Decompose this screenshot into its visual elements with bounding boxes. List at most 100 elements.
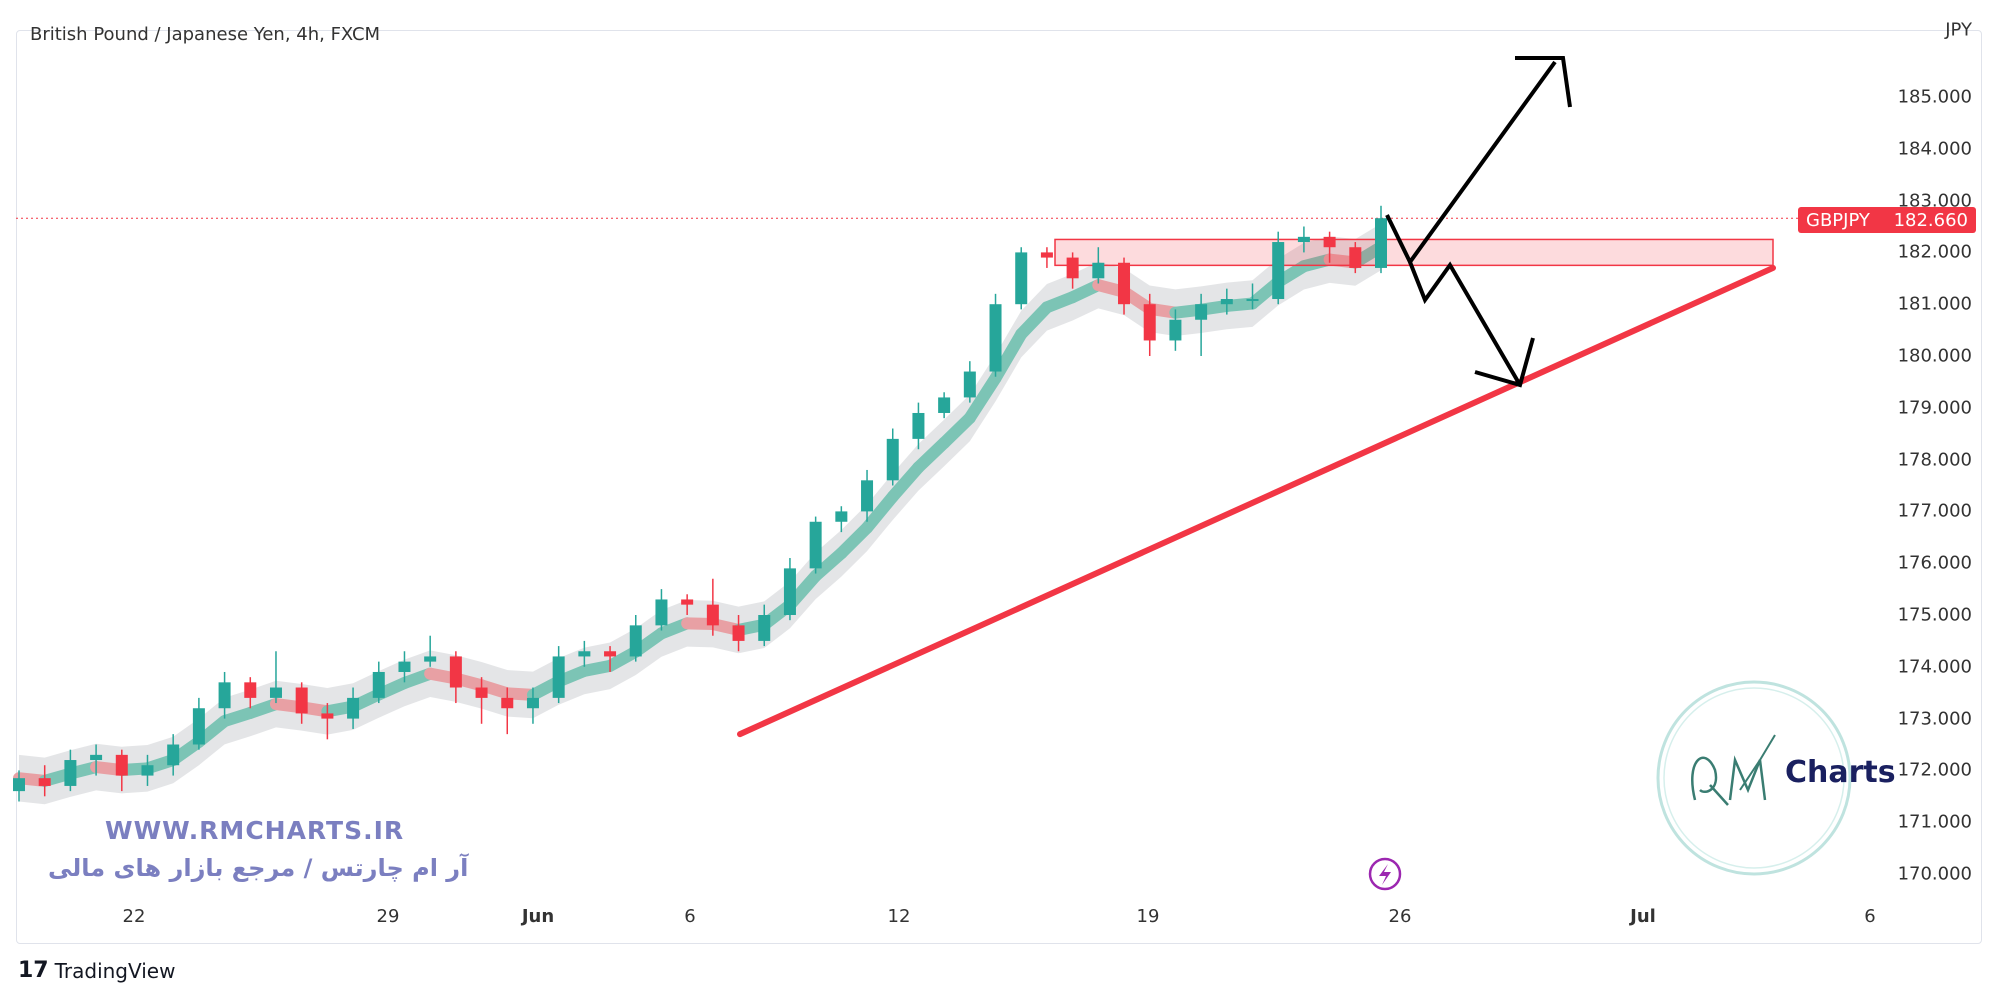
candle-body (1323, 236, 1336, 248)
candle-body (1143, 304, 1156, 341)
ma-segment (1015, 301, 1053, 341)
candle-body (1246, 299, 1259, 302)
ma-segment (861, 490, 899, 534)
candle-body (1066, 257, 1079, 279)
candle-body (835, 511, 848, 522)
candle-body (1349, 247, 1362, 268)
candle-body (372, 671, 385, 698)
candle-body (655, 599, 668, 626)
candle-body (90, 754, 103, 761)
x-tick-label: 12 (887, 906, 911, 927)
candle-body (989, 304, 1002, 372)
last-price-value: 182.660 (1893, 209, 1968, 231)
y-tick-label: 174.000 (1897, 656, 1972, 678)
logo-arrow (1739, 734, 1776, 791)
watermark-tagline: آر ام چارتس / مرجع بازار های مالی (48, 854, 469, 882)
logo-circle (1656, 680, 1852, 876)
x-tick-label: 29 (376, 906, 400, 927)
ma-segment (835, 521, 874, 560)
candle-body (1118, 262, 1131, 305)
y-tick-label: 175.000 (1897, 604, 1972, 626)
candle-body (321, 713, 334, 719)
candle-body (629, 625, 642, 657)
candle-body (1220, 299, 1233, 305)
candle-body (604, 651, 617, 657)
currency-label: JPY (1945, 19, 1972, 41)
arrow-up-scenario (1385, 60, 1557, 266)
candle-body (347, 697, 360, 719)
x-tick-label: 26 (1388, 906, 1412, 927)
candle-body (1375, 218, 1387, 268)
x-tick-label: 6 (684, 906, 696, 927)
logo-circle-inner (1663, 687, 1845, 869)
candle-body (1040, 252, 1053, 258)
candle-body (1272, 242, 1285, 300)
candle-body (1169, 319, 1182, 341)
x-tick-label: 22 (122, 906, 146, 927)
candle-body (552, 656, 565, 698)
candle-body (578, 651, 591, 657)
logo-rm-mark (1691, 755, 1767, 806)
candle-body (912, 412, 925, 439)
tradingview-logo-icon: 17 (18, 958, 49, 983)
y-tick-label: 181.000 (1897, 293, 1972, 315)
y-tick-label: 179.000 (1897, 397, 1972, 419)
symbol-label: GBPJPY (1806, 209, 1870, 231)
candle-body (706, 604, 719, 626)
candle-body (398, 661, 411, 672)
y-tick-label: 177.000 (1897, 500, 1972, 522)
candle-body (758, 615, 771, 641)
chart-title: British Pound / Japanese Yen, 4h, FXCM (30, 24, 381, 45)
candle-body (501, 697, 514, 709)
candle-body (115, 754, 128, 776)
arrow-down-head (1474, 337, 1535, 388)
candle-body (218, 682, 231, 709)
candle-body (141, 765, 154, 776)
y-tick-label: 183.000 (1897, 190, 1972, 212)
candle-body (475, 687, 488, 698)
candle-body (886, 438, 899, 481)
y-tick-label: 184.000 (1897, 138, 1972, 160)
candle-body (681, 599, 694, 605)
candle-body (1195, 304, 1208, 320)
candle-body (732, 625, 745, 641)
y-tick-label: 172.000 (1897, 759, 1972, 781)
watermark-url: WWW.RMCHARTS.IR (105, 816, 405, 845)
y-tick-label: 173.000 (1897, 708, 1972, 730)
y-tick-label: 182.000 (1897, 241, 1972, 263)
candle-body (192, 708, 205, 745)
candle-body (526, 697, 539, 709)
trendline (737, 264, 1776, 738)
y-tick-label: 176.000 (1897, 552, 1972, 574)
candle-body (244, 682, 257, 698)
ma-segment (963, 372, 1002, 424)
candle-body (13, 778, 25, 792)
candle-body (269, 687, 282, 698)
x-tick-label: Jun (521, 906, 555, 927)
ma-band (19, 223, 1381, 805)
y-tick-label: 170.000 (1897, 863, 1972, 885)
candle-body (809, 521, 822, 569)
y-tick-label: 180.000 (1897, 345, 1972, 367)
arrow-up-head (1515, 56, 1572, 108)
lightning-icon (1368, 857, 1402, 891)
candle-body (938, 397, 951, 413)
chart-frame (16, 30, 1982, 944)
ma-segment (886, 461, 925, 503)
resistance-zone (1054, 238, 1774, 267)
logo-word: Charts (1785, 755, 1896, 790)
x-tick-label: 6 (1864, 906, 1876, 927)
footer-brand[interactable]: 17 TradingView (18, 958, 175, 983)
candle-body (449, 656, 462, 688)
candle-body (963, 371, 976, 398)
candle-body (424, 656, 437, 662)
lightning-glyph (1379, 864, 1391, 885)
x-tick-label: 19 (1136, 906, 1160, 927)
y-tick-label: 171.000 (1897, 811, 1972, 833)
candle-body (1297, 236, 1310, 243)
footer-brand-label: TradingView (54, 958, 176, 983)
candle-body (783, 568, 796, 615)
last-price-tag: GBPJPY 182.660 (1798, 207, 1976, 233)
candle-body (64, 760, 77, 786)
